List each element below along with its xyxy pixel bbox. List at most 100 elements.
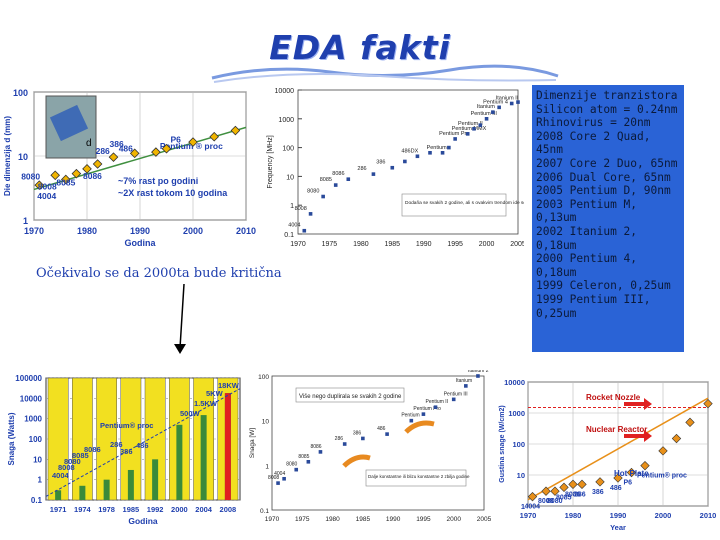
- data-point: [276, 481, 280, 485]
- x-tick-label: 2010: [700, 511, 717, 520]
- data-point: [371, 172, 376, 176]
- y-tick-label: 10: [33, 455, 42, 464]
- annotation-box: [365, 469, 467, 487]
- annotation-nuclear-reactor: Nuclear Reactor: [586, 425, 647, 434]
- annotation-text: Više nego duplirala se svakih 2 godine: [299, 394, 402, 400]
- x-tick-label: 1980: [77, 226, 97, 236]
- annotation: 486: [136, 441, 149, 450]
- transistor-dimensions-box: Dimenzije tranzistora Silicon atom = 0.2…: [532, 85, 684, 352]
- y-axis-label: Snaga [W]: [249, 428, 256, 459]
- bar: [103, 479, 110, 500]
- data-point: [613, 473, 623, 483]
- data-label: 486DX: [401, 148, 418, 154]
- bar: [200, 415, 207, 500]
- chip-die: [49, 104, 89, 142]
- page-title: EDA fakti: [269, 28, 451, 67]
- data-label: Pentium III: [471, 111, 498, 117]
- data-point: [640, 461, 650, 471]
- bar: [176, 424, 183, 500]
- info-line: Rhinovirus = 20nm: [536, 116, 651, 130]
- x-tick-label: 2000: [446, 516, 461, 523]
- data-point: [282, 476, 286, 481]
- y-tick-label: 10: [18, 152, 28, 162]
- annotation: 5KW: [206, 389, 224, 398]
- annotation-box: [295, 387, 405, 403]
- data-point: [428, 150, 432, 155]
- y-tick-label: 1000: [278, 117, 294, 124]
- bar-highlight: [224, 393, 231, 500]
- annotation: 8086: [84, 445, 101, 454]
- y-tick-label: 100000: [15, 374, 42, 383]
- arrow-icon: [624, 430, 652, 442]
- info-line: 0,25um: [536, 306, 577, 320]
- data-label: 8085: [556, 494, 572, 501]
- y-tick-label: 1000: [508, 409, 525, 418]
- y-tick-label: 100: [512, 440, 525, 449]
- data-point: [484, 117, 489, 121]
- annotation-box: [401, 193, 507, 217]
- info-line: 2002 Itanium 2,: [536, 224, 638, 238]
- data-label: 4004: [288, 223, 300, 229]
- x-tick-label: 1995: [447, 241, 463, 248]
- x-tick-label: 2000: [171, 505, 188, 514]
- data-label: Pentium III: [444, 391, 468, 397]
- x-tick-label: 1995: [416, 516, 431, 523]
- data-label: 386: [592, 489, 604, 496]
- data-label: 386: [353, 430, 362, 436]
- x-tick-label: 2010: [236, 226, 256, 236]
- info-line: 0,18um: [536, 265, 577, 279]
- data-label: 8085: [320, 177, 332, 183]
- y-tick-label: 100: [13, 88, 28, 98]
- data-point: [34, 180, 45, 190]
- x-tick-label: 1980: [325, 516, 340, 523]
- bar: [127, 469, 134, 500]
- annotation: 8085: [72, 451, 89, 460]
- data-point: [464, 384, 468, 388]
- x-tick-label: 1990: [386, 516, 401, 523]
- data-point: [476, 374, 480, 378]
- data-point: [403, 159, 407, 164]
- data-label: 8086: [83, 171, 102, 181]
- data-point: [550, 486, 560, 496]
- info-line: 1999 Pentium III,: [536, 292, 651, 306]
- arrow-icon: [624, 398, 652, 410]
- x-tick-label: 2000: [655, 511, 672, 520]
- y-axis-label: Frequency [MHz]: [267, 135, 274, 188]
- x-tick-label: 1974: [74, 505, 92, 514]
- info-line: 2003 Pentium M,: [536, 197, 638, 211]
- x-tick-label: 1975: [295, 516, 310, 523]
- y-tick-label: 0.1: [31, 496, 43, 505]
- x-tick-label: 2000: [479, 241, 495, 248]
- info-line: Dimenzije tranzistora: [536, 89, 678, 102]
- info-line: 2008 Core 2 Quad,: [536, 129, 651, 143]
- data-point: [440, 150, 445, 155]
- x-tick-label: 1990: [610, 511, 627, 520]
- data-label: 8085: [56, 178, 75, 188]
- power-trend-chart: 0.1 1 10 100 1970 1975 1980 1985 1990 1995 2000 200…: [249, 370, 492, 523]
- data-point: [129, 148, 140, 159]
- data-point: [421, 412, 426, 416]
- trend-arrow-icon: [404, 420, 435, 434]
- y-tick-label: 1: [290, 203, 294, 210]
- die-size-chart: 1 10 100 1970 1980 1990 2000 2010 Godina Die dime…: [3, 88, 256, 248]
- bar: [79, 485, 86, 500]
- data-point: [308, 212, 313, 216]
- y-tick-label: 10: [262, 419, 270, 426]
- data-label: 8008: [538, 498, 554, 505]
- annotation: 8008: [58, 463, 75, 472]
- x-tick-label: 1985: [384, 241, 400, 248]
- trend-arrow-icon: [342, 454, 371, 468]
- info-line: 2000 Pentium 4,: [536, 252, 638, 266]
- data-point: [346, 177, 351, 181]
- data-label: Itanium: [456, 378, 472, 384]
- data-label: 8085: [298, 454, 309, 460]
- x-tick-label: 1985: [356, 516, 371, 523]
- data-label: Pentium Pro: [439, 131, 469, 137]
- y-tick-label: 10000: [504, 378, 525, 387]
- x-tick-label: 2005: [510, 241, 524, 248]
- data-label: 486: [610, 485, 622, 492]
- data-point: [491, 110, 495, 114]
- data-label: Itanium 2: [468, 370, 489, 374]
- data-label: P6: [171, 135, 182, 145]
- data-label: 286: [335, 436, 344, 442]
